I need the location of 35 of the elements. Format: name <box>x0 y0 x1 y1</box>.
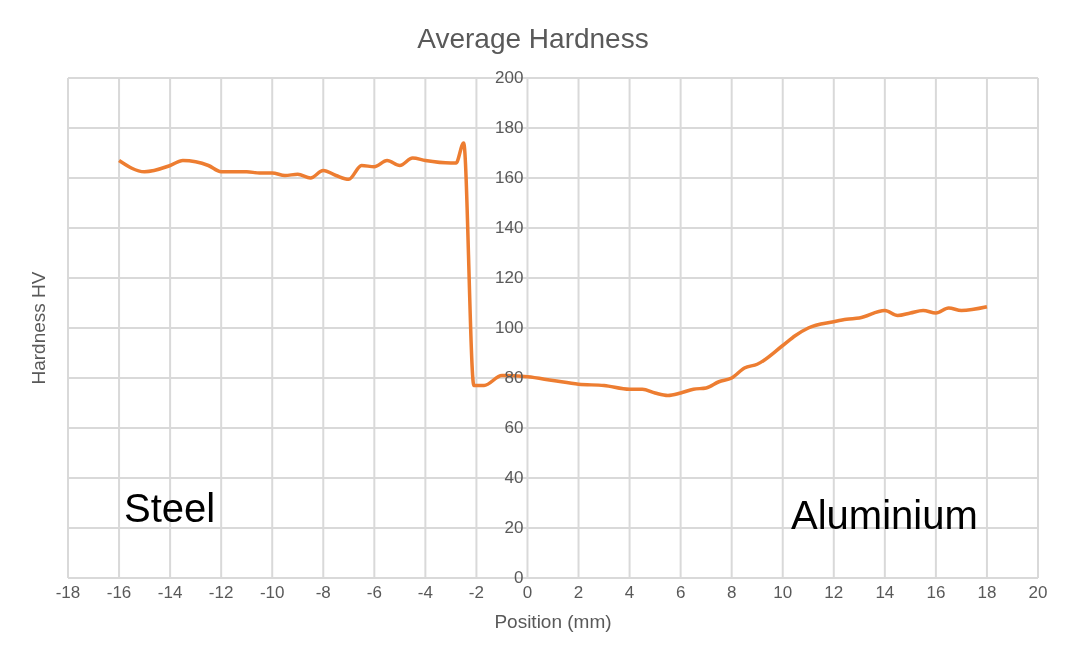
y-tick-label: 40 <box>504 468 524 487</box>
y-tick-label: 20 <box>504 518 524 537</box>
y-axis-title: Hardness HV <box>27 271 49 385</box>
x-axis-title: Position (mm) <box>494 611 612 632</box>
y-tick-label: 120 <box>495 268 524 287</box>
x-tick-label: -12 <box>208 583 234 603</box>
x-tick-label: -6 <box>366 583 382 603</box>
x-tick-label: 8 <box>726 583 737 603</box>
x-tick-label: 2 <box>573 583 584 603</box>
x-tick-label: -14 <box>157 583 183 603</box>
x-tick-label: -2 <box>468 583 484 603</box>
x-tick-label: 12 <box>824 583 844 603</box>
y-tick-label: 0 <box>514 568 524 587</box>
x-tick-label: 18 <box>977 583 997 603</box>
y-tick-label: 60 <box>504 418 524 437</box>
x-tick-label: 20 <box>1028 583 1048 603</box>
y-tick-label: 160 <box>495 168 524 187</box>
annotation: Aluminium <box>791 493 978 538</box>
x-tick-label: 6 <box>675 583 686 603</box>
annotation: Steel <box>124 486 216 531</box>
x-tick-label: -16 <box>106 583 132 603</box>
y-tick-label: 140 <box>495 218 524 237</box>
x-tick-label: 14 <box>875 583 895 603</box>
x-tick-label: -4 <box>417 583 433 603</box>
line-series <box>117 141 989 398</box>
x-tick-label: -10 <box>259 583 285 603</box>
x-tick-label: 16 <box>926 583 946 603</box>
x-tick-label: 4 <box>624 583 635 603</box>
y-tick-label: 100 <box>495 318 524 337</box>
x-tick-label: -8 <box>315 583 331 603</box>
y-tick-label: 180 <box>495 118 524 137</box>
y-tick-label: 200 <box>495 68 524 87</box>
x-tick-label: -18 <box>55 583 81 603</box>
x-tick-label: 10 <box>773 583 793 603</box>
chart-title: Average Hardness <box>417 23 649 54</box>
